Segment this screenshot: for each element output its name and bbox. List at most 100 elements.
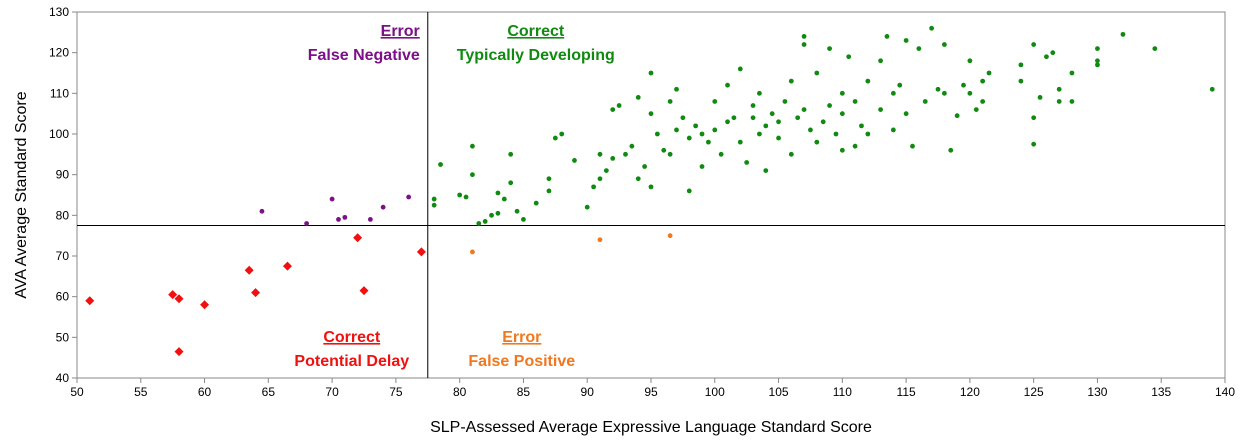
point — [572, 158, 577, 163]
point — [910, 143, 915, 149]
point — [922, 99, 928, 104]
point — [508, 151, 514, 157]
point — [788, 78, 794, 84]
point — [470, 249, 475, 255]
point — [380, 204, 386, 210]
point — [782, 99, 788, 104]
point — [1018, 62, 1024, 68]
point — [859, 123, 864, 129]
point — [635, 95, 641, 100]
point — [986, 70, 992, 76]
point — [846, 54, 852, 60]
quadrant-status: Error — [381, 23, 420, 40]
point — [1095, 58, 1100, 64]
point — [416, 247, 426, 257]
x-tick-label: 105 — [769, 385, 789, 399]
point — [495, 190, 501, 196]
point — [890, 90, 896, 96]
point — [654, 131, 660, 137]
x-tick-label: 60 — [198, 385, 212, 399]
x-tick-label: 135 — [1151, 385, 1171, 399]
point — [706, 139, 711, 145]
point — [731, 115, 737, 121]
point — [616, 103, 622, 108]
point — [1018, 78, 1024, 84]
point — [546, 176, 552, 182]
point — [648, 111, 654, 117]
point — [559, 131, 565, 137]
quadrant-status: Error — [502, 329, 541, 346]
point — [470, 172, 475, 178]
point — [686, 188, 692, 194]
point — [457, 192, 463, 198]
point — [200, 300, 210, 310]
point — [495, 210, 501, 216]
point — [769, 111, 775, 117]
point — [470, 143, 475, 149]
point — [839, 111, 845, 117]
x-tick-label: 95 — [644, 385, 658, 399]
point — [808, 127, 813, 133]
point — [304, 221, 309, 226]
point — [259, 208, 265, 214]
point — [674, 86, 679, 92]
point — [954, 113, 960, 119]
x-tick-label: 80 — [453, 385, 467, 399]
quadrant-status: Correct — [323, 329, 381, 346]
point — [712, 99, 718, 104]
x-tick-label: 125 — [1024, 385, 1044, 399]
point — [597, 176, 603, 182]
point — [1050, 50, 1056, 56]
y-axis-title: AVA Average Standard Score — [13, 91, 30, 298]
point — [814, 70, 820, 76]
x-tick-label: 140 — [1215, 385, 1235, 399]
point — [667, 233, 673, 239]
point — [648, 70, 654, 76]
point — [865, 131, 871, 137]
point — [1069, 99, 1075, 104]
point — [941, 90, 947, 96]
x-tick-label: 130 — [1087, 385, 1107, 399]
point — [623, 151, 628, 157]
point — [941, 42, 947, 47]
point — [1031, 42, 1037, 47]
point — [168, 290, 178, 300]
y-tick-label: 80 — [56, 208, 70, 222]
point — [1044, 54, 1049, 60]
point — [916, 46, 922, 51]
point — [757, 131, 762, 137]
point — [597, 237, 603, 243]
point — [1037, 95, 1043, 100]
x-tick-label: 75 — [389, 385, 403, 399]
quadrant-label: Potential Delay — [294, 353, 409, 370]
point — [973, 107, 979, 112]
point — [552, 135, 558, 141]
point — [757, 90, 762, 96]
point — [603, 168, 609, 174]
point — [1069, 70, 1075, 76]
point — [686, 135, 692, 141]
point — [903, 111, 909, 117]
point — [839, 147, 845, 153]
point — [718, 151, 724, 157]
point — [85, 296, 95, 306]
y-tick-label: 110 — [50, 86, 69, 100]
point — [814, 139, 820, 145]
point — [1152, 46, 1158, 51]
point — [980, 78, 986, 84]
x-tick-label: 110 — [833, 385, 852, 399]
plot-area — [76, 11, 1226, 379]
point — [635, 176, 641, 182]
x-axis-title: SLP-Assessed Average Expressive Language… — [430, 419, 872, 436]
y-tick-label: 60 — [56, 290, 70, 304]
point — [776, 119, 781, 125]
point — [795, 115, 801, 121]
x-tick-label: 120 — [960, 385, 980, 399]
point — [546, 188, 552, 194]
point — [661, 147, 667, 153]
point — [699, 164, 705, 169]
point — [438, 162, 443, 167]
point — [336, 217, 341, 222]
point — [801, 42, 807, 47]
